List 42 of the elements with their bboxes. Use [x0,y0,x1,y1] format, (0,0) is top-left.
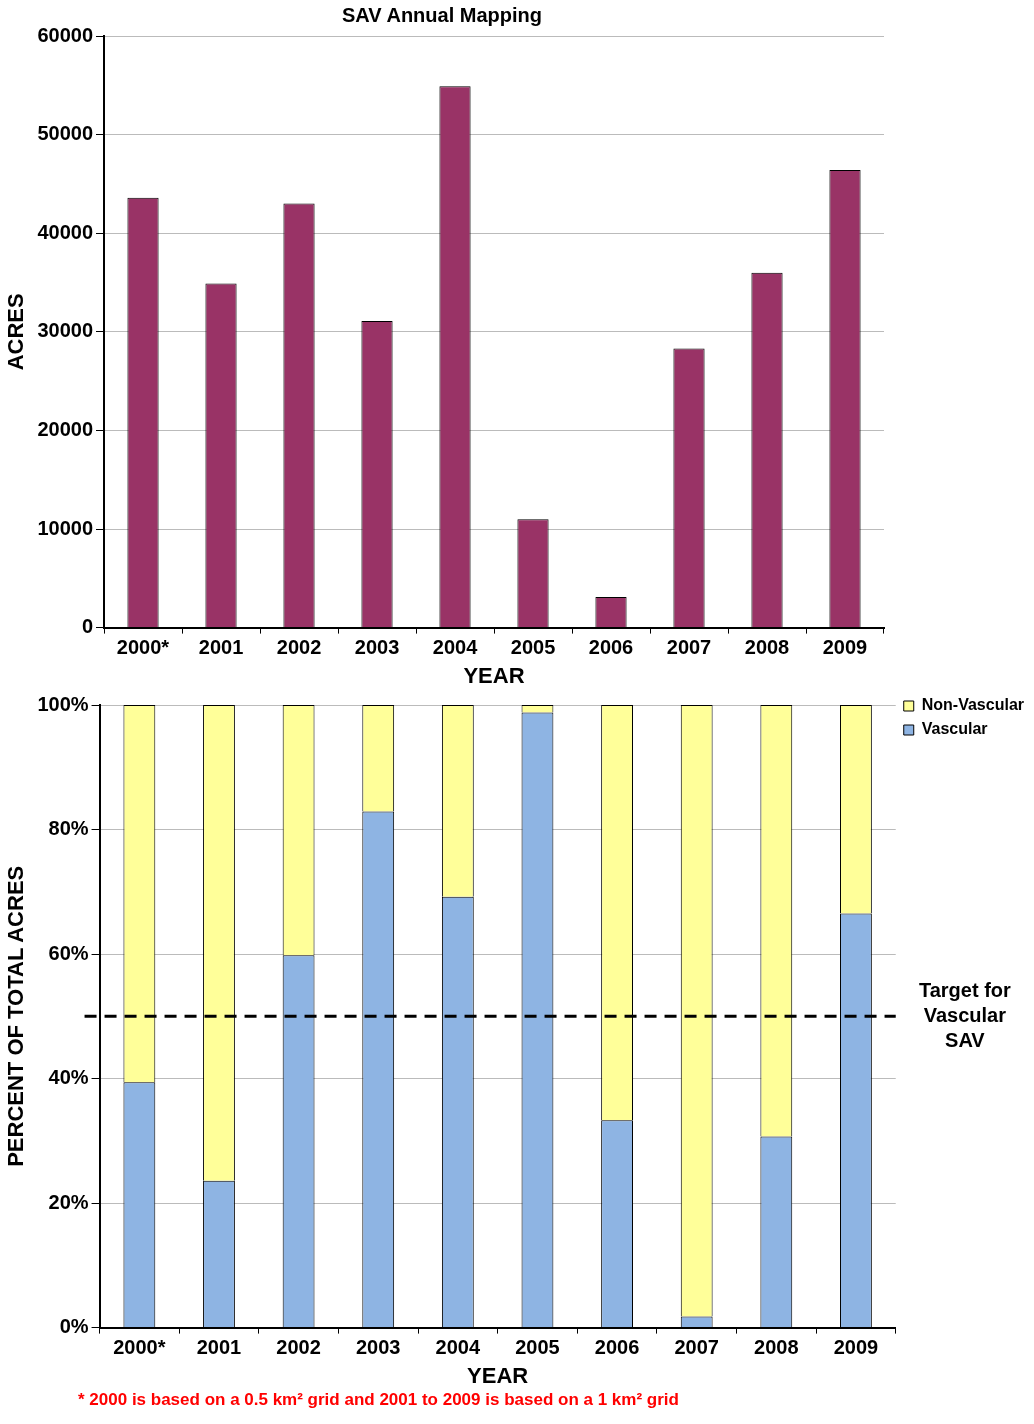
text: * 2000 is based on a 0.5 km² grid and 2001 to 2009 is based on a 1 km² grid [77,1390,680,1410]
x-tick-label: 2009 [822,636,868,659]
y-tick-label: 80% [48,817,89,840]
y-tick-label: 100% [37,692,89,715]
x-tick-label: 2004 [435,1336,481,1359]
y-tick-label: 0% [59,1315,89,1338]
x-tick-label: 2008 [754,1336,799,1359]
y-tick-label: 10000 [37,516,94,539]
legend-label: Non-Vascular [921,696,1025,714]
y-tick-label: 30000 [37,319,94,342]
x-tick-label: 2000* [116,636,170,659]
x-tick-label: 2005 [515,1336,560,1359]
y-tick-label: 0 [81,615,94,638]
x-axis-title: YEAR [467,1362,529,1388]
x-tick-label: 2000* [113,1336,166,1359]
x-tick-label: 2005 [510,636,556,659]
y-axis-title: PERCENT OF TOTAL ACRES [3,865,29,1167]
y-tick-label: 60000 [37,23,94,46]
x-tick-label: 2006 [588,636,634,659]
y-axis-title: ACRES [3,293,29,371]
ref-line-label: Target for Vascular SAV [918,978,1012,1051]
y-tick-label: 50000 [37,122,94,145]
x-tick-label: 2008 [744,636,790,659]
y-tick-label: 40% [48,1066,89,1089]
x-tick-label: 2002 [276,1336,321,1359]
x-tick-label: 2003 [355,1336,401,1359]
x-tick-label: 2007 [666,636,712,659]
x-tick-label: 2004 [432,636,479,659]
y-tick-label: 40000 [37,220,94,243]
x-tick-label: 2001 [196,1336,242,1359]
y-tick-label: 60% [48,941,89,964]
x-tick-label: 2006 [594,1336,640,1359]
x-tick-label: 2009 [833,1336,879,1359]
y-tick-label: 20% [48,1190,89,1213]
legend-label: Vascular [921,720,988,738]
x-tick-label: 2001 [198,636,244,659]
x-tick-label: 2003 [354,636,400,659]
x-tick-label: 2002 [276,636,322,659]
x-tick-label: 2007 [674,1336,719,1359]
y-tick-label: 20000 [37,417,94,440]
chart-title: SAV Annual Mapping [342,3,542,26]
x-axis-title: YEAR [463,662,525,688]
